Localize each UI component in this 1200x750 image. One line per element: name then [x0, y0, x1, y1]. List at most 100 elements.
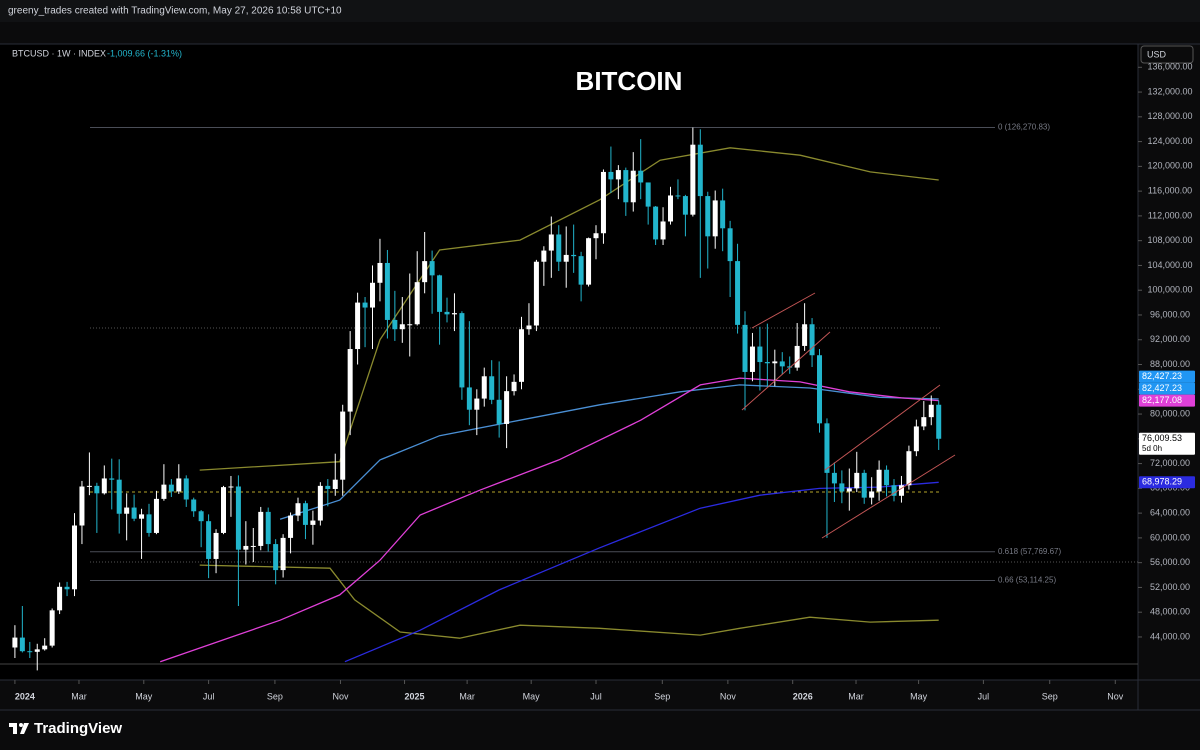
- candle-body: [548, 234, 554, 251]
- y-tick-label: 124,000.00: [1147, 136, 1192, 146]
- candle-body: [384, 262, 390, 320]
- candle-body: [131, 507, 137, 519]
- y-tick-label: 48,000.00: [1150, 607, 1190, 617]
- indicator-line: [159, 377, 939, 663]
- candle-body: [705, 196, 711, 237]
- x-tick-label: Nov: [1107, 691, 1124, 701]
- y-tick-label: 136,000.00: [1147, 62, 1192, 72]
- candle-body: [235, 486, 241, 550]
- x-tick-label: Mar: [848, 691, 864, 701]
- candle-body: [474, 398, 480, 410]
- candle-body: [302, 503, 308, 525]
- candle-body: [377, 262, 383, 283]
- candle-body: [57, 586, 63, 611]
- candle-body: [295, 503, 301, 516]
- candle-body: [191, 499, 197, 512]
- candle-body: [317, 485, 323, 521]
- candle-body: [146, 514, 152, 533]
- candle-body: [176, 478, 182, 492]
- price-tag: [1139, 432, 1195, 455]
- candle-body: [638, 170, 644, 183]
- symbol: BTCUSD · 1W · INDEX: [12, 48, 106, 58]
- candle-body: [608, 171, 614, 180]
- candle-body: [258, 511, 264, 546]
- candle-body: [228, 486, 234, 488]
- price-tag: [1139, 382, 1195, 395]
- candle-body: [556, 234, 562, 262]
- x-tick-label: Sep: [267, 691, 283, 701]
- candle-body: [571, 254, 577, 257]
- candle-body: [824, 423, 830, 473]
- candle-body: [273, 544, 279, 571]
- candle-body: [630, 170, 636, 203]
- y-tick-label: 112,000.00: [1148, 210, 1192, 220]
- candle-body: [459, 313, 465, 388]
- currency-box[interactable]: [1140, 45, 1194, 64]
- candle-body: [124, 507, 130, 514]
- candle-body: [310, 520, 316, 525]
- candle-body: [742, 324, 748, 372]
- candle-body: [64, 586, 70, 590]
- price-change: -1,009.66 (-1.31%): [107, 48, 182, 58]
- attribution: greeny_trades created with TradingView.c…: [8, 6, 342, 17]
- candle-body: [660, 221, 666, 240]
- candle-body: [735, 261, 741, 325]
- candle-body: [802, 324, 808, 346]
- candle-body: [697, 144, 703, 197]
- y-tick-label: 120,000.00: [1147, 161, 1192, 171]
- price-tag-label: 82,427.23: [1142, 383, 1182, 393]
- price-tag: [1139, 394, 1195, 407]
- candle-body: [250, 545, 256, 547]
- price-tag-label: 76,009.53: [1142, 433, 1182, 443]
- x-tick-label: May: [135, 691, 153, 701]
- candle-body: [355, 302, 361, 350]
- candle-body: [615, 170, 621, 180]
- currency: USD: [1147, 49, 1167, 59]
- channel-line: [751, 292, 816, 329]
- candle-body: [101, 478, 107, 494]
- x-tick-label: Nov: [332, 691, 349, 701]
- candle-body: [466, 387, 472, 410]
- candle-body: [481, 376, 487, 399]
- candle-body: [511, 381, 517, 392]
- candle-body: [794, 345, 800, 368]
- y-tick-label: 60,000.00: [1150, 532, 1190, 542]
- candle-body: [161, 484, 167, 499]
- y-tick-label: 100,000.00: [1147, 285, 1192, 295]
- x-tick-label: Nov: [720, 691, 737, 701]
- y-tick-label: 104,000.00: [1147, 260, 1192, 270]
- candle-body: [288, 515, 294, 538]
- candle-body: [12, 637, 18, 648]
- candle-body: [213, 532, 219, 559]
- fib-label: 0.618 (57,769.67): [998, 547, 1061, 556]
- candle-body: [519, 329, 525, 382]
- plot-layer: [12, 127, 995, 671]
- x-tick-label: May: [910, 691, 928, 701]
- candle-body: [675, 195, 681, 197]
- candle-body: [720, 200, 726, 229]
- candle-body: [489, 376, 495, 400]
- x-tick-label: Sep: [1042, 691, 1058, 701]
- y-tick-label: 44,000.00: [1150, 631, 1190, 641]
- candle-body: [414, 282, 420, 325]
- candle-body: [854, 472, 860, 489]
- x-tick-label: Jul: [203, 691, 215, 701]
- candle-body: [206, 521, 212, 559]
- candle-body: [407, 324, 413, 326]
- candle-body: [325, 485, 331, 489]
- y-tick-label: 52,000.00: [1150, 582, 1190, 592]
- candle-body: [168, 484, 174, 492]
- candle-body: [370, 282, 376, 308]
- candle-body: [817, 355, 823, 424]
- candle-body: [526, 325, 532, 330]
- candle-body: [340, 411, 346, 480]
- channel-line: [824, 384, 941, 471]
- x-tick-label: 2026: [793, 691, 813, 701]
- logo-icon: [9, 723, 17, 734]
- x-tick-label: 2025: [405, 691, 425, 701]
- candle-body: [772, 361, 778, 364]
- y-tick-label: 72,000.00: [1150, 458, 1190, 468]
- candle-body: [86, 485, 92, 487]
- candle-body: [139, 514, 145, 519]
